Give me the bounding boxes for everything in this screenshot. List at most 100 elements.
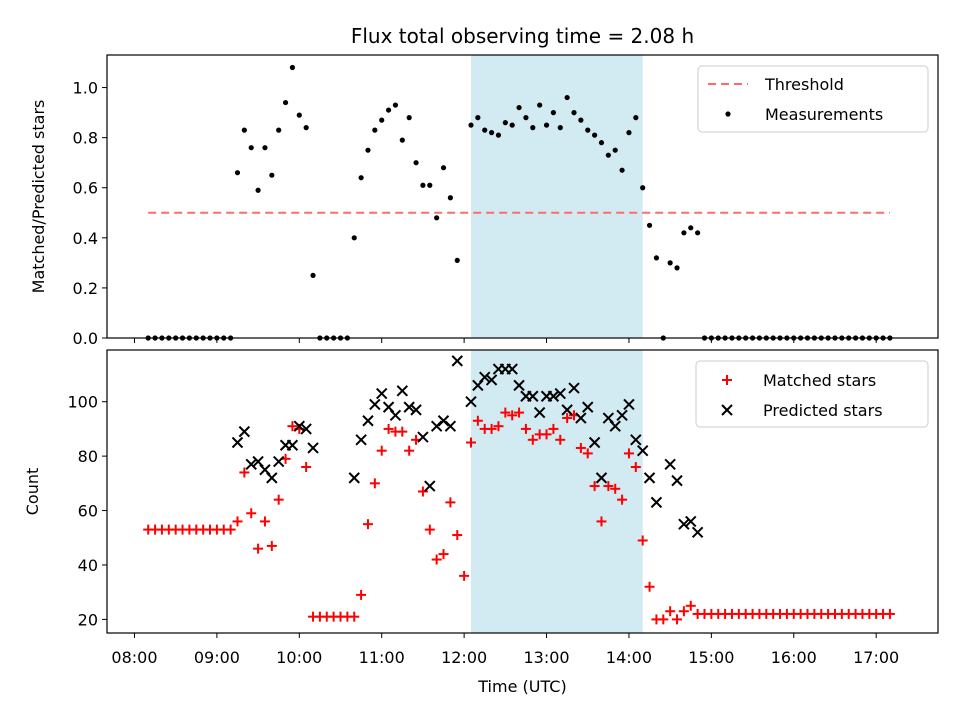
measurement-point <box>234 170 241 176</box>
cross-b <box>410 404 422 416</box>
matched-star-point <box>596 516 607 527</box>
cross-b <box>252 455 264 468</box>
measurement-point <box>488 130 495 136</box>
measurement-point <box>530 125 536 131</box>
measurement-point <box>365 147 371 153</box>
predicted-star-point <box>650 496 663 509</box>
matched-star-point <box>287 421 298 432</box>
x-tick-label: 13:00 <box>523 648 569 667</box>
measurement-point <box>276 127 282 133</box>
measurement-point <box>255 187 261 193</box>
predicted-star-point <box>238 425 251 438</box>
measurement-point <box>592 132 598 138</box>
matched-star-point <box>500 407 511 418</box>
measurement-point <box>571 110 577 116</box>
cross-b <box>533 406 546 419</box>
predicted-star-point <box>424 480 436 492</box>
cross-b <box>451 355 463 367</box>
matched-star-point <box>623 448 634 459</box>
matched-star-point <box>589 481 600 492</box>
predicted-star-point <box>506 363 518 375</box>
predicted-star-point <box>465 395 477 408</box>
x-axis-label: Time (UTC) <box>477 677 566 696</box>
cross-b <box>595 472 608 484</box>
matched-star-point <box>617 494 628 505</box>
predicted-star-point <box>369 398 381 411</box>
matched-star-point <box>259 516 270 527</box>
cross-b <box>513 379 525 392</box>
cross-b <box>355 434 367 446</box>
matched-star-point <box>562 413 573 424</box>
measurement-point <box>598 140 605 146</box>
axes-frame <box>106 349 939 634</box>
top-panel: 0.0 0.2 0.4 0.6 0.8 1.0 Flux total observing … <box>29 24 939 348</box>
cross-b <box>389 409 402 422</box>
y-tick-label: 80 <box>78 447 98 466</box>
predicted-star-point <box>643 472 656 484</box>
matched-star-point <box>362 519 373 530</box>
cross-b <box>664 458 676 470</box>
matched-star-point <box>637 535 648 546</box>
matched-star-point <box>507 410 518 421</box>
legend-matched-label: Matched stars <box>763 371 876 390</box>
measurement-point <box>296 112 302 118</box>
measurement-point <box>413 160 419 166</box>
y-tick-label: 20 <box>78 610 98 629</box>
y-tick-label: 0.4 <box>73 229 98 248</box>
matched-star-point <box>610 483 621 494</box>
matched-star-point <box>630 462 641 473</box>
predicted-star-point <box>417 431 429 443</box>
measurement-point <box>502 120 508 126</box>
cross-b <box>307 442 319 454</box>
predicted-star-point <box>444 420 457 432</box>
predicted-star-point <box>533 406 546 419</box>
predicted-star-point <box>355 434 367 446</box>
measurement-point <box>454 257 460 263</box>
predicted-star-point <box>272 455 285 468</box>
matched-star-point <box>266 540 277 551</box>
cross-b <box>561 404 573 416</box>
cross-b <box>293 420 306 432</box>
cross-b <box>691 526 704 539</box>
measurement-point <box>434 215 440 221</box>
predicted-star-point <box>595 472 608 484</box>
cross-b <box>362 415 374 427</box>
cross-b <box>643 472 656 484</box>
measurement-point <box>372 127 378 133</box>
predicted-star-point <box>547 390 560 402</box>
matched-star-point <box>246 508 257 519</box>
bottom-legend-box <box>695 360 929 428</box>
predicted-star-point <box>396 385 409 397</box>
legend-cross-mark <box>721 404 733 416</box>
cross-b <box>424 480 436 492</box>
cross-b <box>300 423 312 435</box>
cross-b <box>437 415 450 427</box>
y-tick-label: 0.0 <box>73 329 98 348</box>
matched-star-point <box>465 437 476 448</box>
cross-b <box>266 472 278 484</box>
cross-b <box>671 474 683 487</box>
predicted-star-point <box>671 474 683 487</box>
cross-b <box>396 385 409 397</box>
legend-predicted-label: Predicted stars <box>763 401 883 420</box>
x-tick-label: 09:00 <box>194 648 240 667</box>
y-tick-label: 0.6 <box>73 179 98 198</box>
matched-star-point <box>520 423 531 434</box>
bottom-panel: 20 40 60 80 100 08:00 09:00 10:00 11:00 12:00 13:0… <box>23 349 939 696</box>
measurement-point <box>310 272 316 278</box>
y-tick-label: 40 <box>78 556 98 575</box>
legend-matched-swatch <box>722 375 732 385</box>
cross-b <box>602 412 615 424</box>
matched-star-point <box>445 497 456 508</box>
predicted-star-point <box>554 387 566 400</box>
matched-star-point <box>685 600 696 611</box>
measurement-point <box>289 64 296 71</box>
measurement-point <box>612 147 618 153</box>
x-tick-label: 08:00 <box>111 648 157 667</box>
cross-b <box>465 395 477 408</box>
legend-measurements-swatch <box>725 111 731 117</box>
matched-star-point <box>301 462 312 473</box>
chart-title: Flux total observing time = 2.08 h <box>351 24 694 48</box>
measurement-point <box>523 115 529 121</box>
cross-b <box>616 409 628 422</box>
